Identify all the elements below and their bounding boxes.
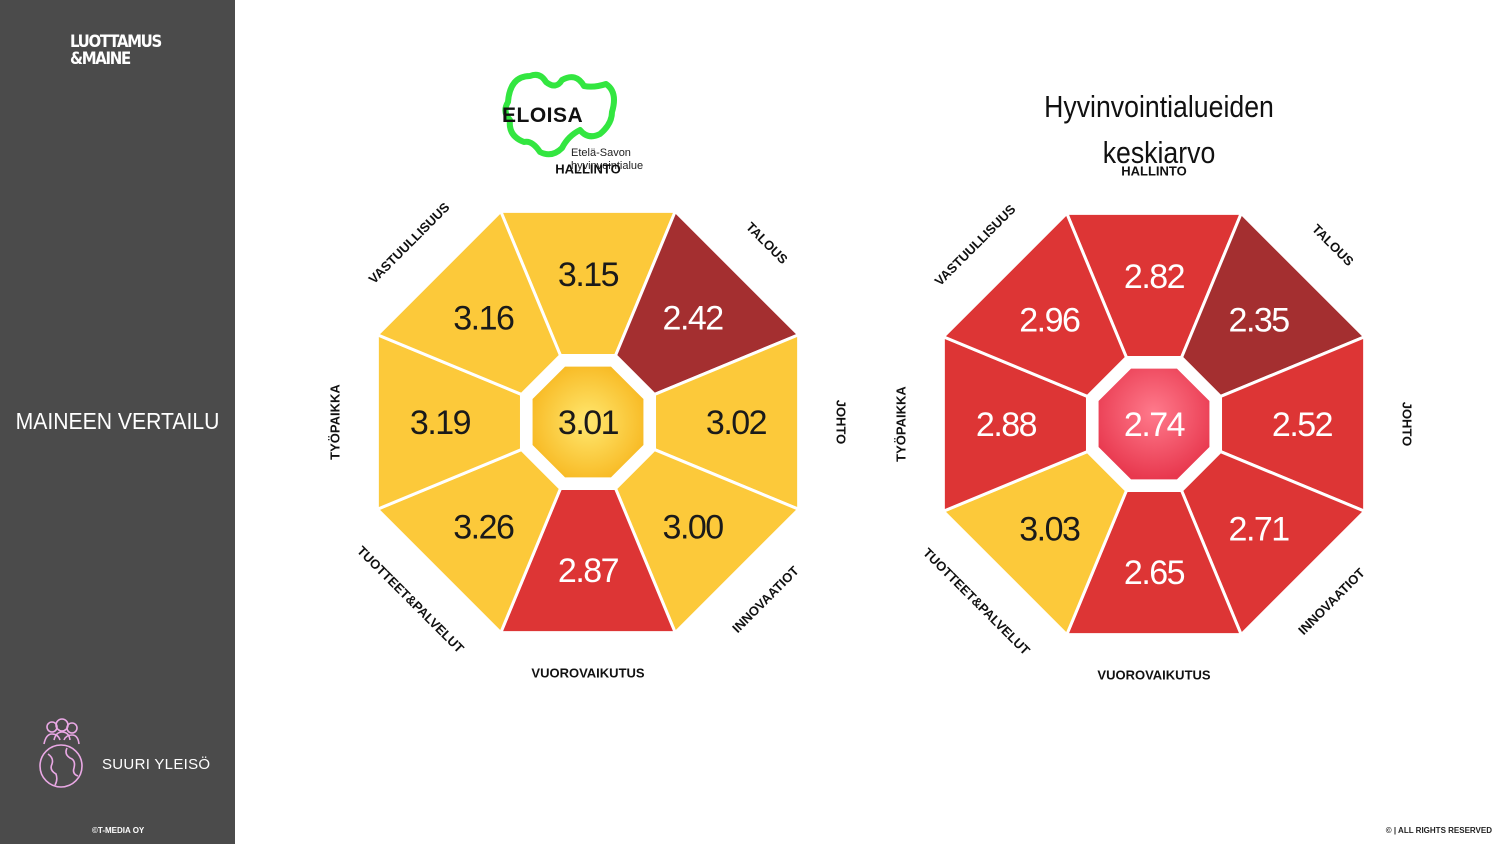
dimension-label: TALOUS (743, 219, 791, 267)
dimension-label: JOHTO (834, 400, 849, 445)
center-octagon (532, 366, 644, 478)
rights-reserved: © | ALL RIGHTS RESERVED (1385, 826, 1492, 835)
sector-value: 3.16 (453, 299, 514, 337)
sector-value: 3.19 (410, 404, 471, 442)
logo-line-1: LUOTTAMUS (70, 32, 162, 52)
dimension-label: TYÖPAIKKA (893, 386, 908, 462)
sector-value: 3.15 (558, 256, 619, 294)
sector-value: 2.35 (1229, 301, 1290, 339)
eloisa-sub-line-1: Etelä-Savon (571, 147, 631, 159)
center-value: 2.74 (1124, 406, 1185, 444)
dimension-label: HALLINTO (1121, 163, 1186, 178)
sector-value: 2.87 (558, 552, 619, 590)
eloisa-subtitle: Etelä-Savon hyvinvointialue (571, 147, 671, 173)
dimension-label: TYÖPAIKKA (327, 384, 342, 460)
sector-value: 2.65 (1124, 554, 1185, 592)
luottamus-maine-logo: LUOTTAMUS &MAINE (70, 32, 162, 69)
logo-line-2: &MAINE (70, 49, 131, 69)
people-globe-icon (39, 718, 83, 788)
sector-value: 2.71 (1229, 511, 1290, 549)
audience-label: SUURI YLEISÖ (102, 756, 211, 773)
eloisa-outline-icon (502, 71, 617, 158)
average-title-line-2: keskiarvo (1102, 135, 1216, 170)
dimension-label: INNOVAATIOT (729, 563, 802, 636)
page-title: MAINEEN VERTAILU (15, 408, 220, 434)
sidebar: LUOTTAMUS &MAINE MAINEEN VERTAILU SUURI … (0, 0, 235, 844)
center-value: 3.01 (558, 404, 619, 442)
eloisa-sub-line-2: hyvinvointialue (571, 160, 644, 172)
dimension-label: HALLINTO (555, 161, 620, 176)
sector-value: 2.96 (1019, 301, 1080, 339)
center-octagon (1098, 368, 1210, 480)
sector-value: 2.42 (663, 299, 724, 337)
sector-value: 3.02 (706, 404, 767, 442)
dimension-label: VUOROVAIKUTUS (1097, 667, 1210, 682)
sector-value: 2.82 (1124, 258, 1185, 296)
sector-value: 3.00 (663, 509, 724, 547)
dimension-label: JOHTO (1400, 402, 1415, 447)
average-title-line-1: Hyvinvointialueiden (1044, 89, 1274, 124)
octagon-chart-1: 3.15 HALLINTO 2.42 TALOUS 3.02 JOHTO 3.00INNOV… (327, 161, 848, 680)
eloisa-name: ELOISA (502, 104, 584, 127)
octagon-chart-2: 2.82 HALLINTO 2.35 TALOUS 2.52 JOHTO 2.71INNOV… (893, 163, 1414, 682)
sector-value: 2.52 (1272, 406, 1333, 444)
dimension-label: INNOVAATIOT (1295, 565, 1368, 638)
average-title: Hyvinvointialueiden keskiarvo (1022, 84, 1295, 176)
sector-value: 2.88 (976, 406, 1037, 444)
sector-value: 3.03 (1019, 511, 1080, 549)
copyright: ©T-MEDIA OY (92, 826, 145, 835)
eloisa-logo: ELOISA Etelä-Savon hyvinvointialue (496, 68, 666, 178)
sector-value: 3.26 (453, 509, 514, 547)
dimension-label: TALOUS (1309, 221, 1357, 269)
dimension-label: VUOROVAIKUTUS (531, 665, 644, 680)
